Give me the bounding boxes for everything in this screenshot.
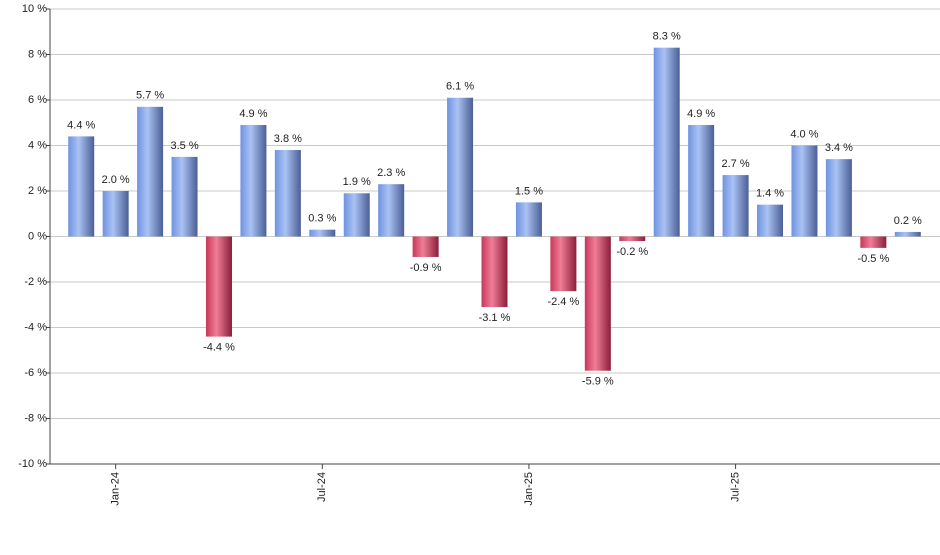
- value-label: -0.9 %: [410, 262, 442, 274]
- bar: [274, 150, 301, 237]
- bar: [653, 47, 680, 237]
- bar: [137, 106, 164, 237]
- bar: [722, 175, 749, 237]
- bar: [412, 236, 439, 257]
- value-label: -5.9 %: [582, 376, 614, 388]
- value-label: 0.2 %: [894, 215, 922, 227]
- bar: [757, 204, 784, 237]
- bar: [825, 159, 852, 237]
- y-tick-label: 4 %: [28, 139, 47, 151]
- y-tick-label: 10 %: [22, 3, 47, 15]
- value-label: 6.1 %: [446, 81, 474, 93]
- value-label: -0.5 %: [857, 253, 889, 265]
- value-label: -2.4 %: [547, 296, 579, 308]
- value-label: -4.4 %: [203, 342, 235, 354]
- value-label: 3.4 %: [825, 142, 853, 154]
- bar: [68, 136, 95, 237]
- bar: [860, 236, 887, 248]
- bar: [171, 156, 198, 237]
- y-tick-label: -2 %: [24, 276, 47, 288]
- value-label: 2.7 %: [722, 158, 750, 170]
- y-tick-label: -6 %: [24, 367, 47, 379]
- value-label: 0.3 %: [308, 213, 336, 225]
- bar: [619, 236, 646, 242]
- bar: [205, 236, 232, 337]
- value-label: 3.5 %: [170, 140, 198, 152]
- value-label: 1.9 %: [343, 176, 371, 188]
- value-label: 1.4 %: [756, 188, 784, 200]
- value-label: -0.2 %: [616, 246, 648, 258]
- value-label: 4.4 %: [67, 119, 95, 131]
- y-tick-label: 6 %: [28, 94, 47, 106]
- bar: [550, 236, 577, 292]
- value-label: -3.1 %: [479, 312, 511, 324]
- x-tick-label: Jan-25: [523, 472, 535, 506]
- value-label: 2.0 %: [102, 174, 130, 186]
- x-tick-label: Jul-25: [729, 472, 741, 502]
- bar: [894, 231, 921, 237]
- bar: [343, 193, 370, 237]
- bar: [240, 125, 267, 237]
- bar: [309, 229, 336, 237]
- y-tick-label: -10 %: [18, 458, 47, 470]
- y-tick-label: 2 %: [28, 185, 47, 197]
- bar: [447, 97, 474, 237]
- bar: [791, 145, 818, 237]
- value-label: 4.0 %: [790, 128, 818, 140]
- bar: [481, 236, 508, 308]
- bar: [688, 125, 715, 237]
- value-label: 5.7 %: [136, 90, 164, 102]
- y-tick-label: -4 %: [24, 321, 47, 333]
- y-tick-label: 0 %: [28, 230, 47, 242]
- y-tick-label: 8 %: [28, 48, 47, 60]
- y-tick-label: -8 %: [24, 412, 47, 424]
- x-tick-label: Jul-24: [316, 472, 328, 502]
- value-label: 4.9 %: [687, 108, 715, 120]
- value-label: 4.9 %: [239, 108, 267, 120]
- value-label: 8.3 %: [653, 31, 681, 43]
- value-label: 2.3 %: [377, 167, 405, 179]
- bar: [102, 191, 129, 237]
- bar: [378, 184, 405, 237]
- bar: [584, 236, 611, 371]
- x-tick-label: Jan-24: [110, 472, 122, 506]
- value-label: 3.8 %: [274, 133, 302, 145]
- value-label: 1.5 %: [515, 185, 543, 197]
- bar: [515, 202, 542, 237]
